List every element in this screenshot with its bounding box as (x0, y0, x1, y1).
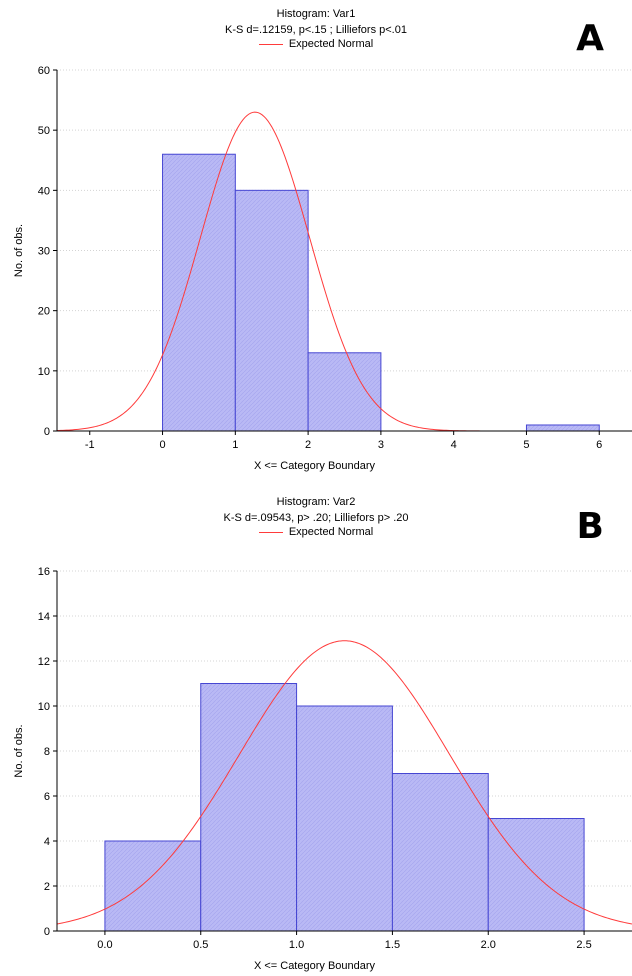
y-tick: 16 (38, 566, 57, 578)
histogram-panel-a: Histogram: Var1 K-S d=.12159, p<.15 ; Li… (0, 8, 632, 472)
panel-label: A (576, 18, 604, 59)
y-tick: 12 (38, 656, 57, 668)
x-tick: 2.0 (481, 931, 496, 951)
x-tick: 2 (305, 431, 311, 451)
histogram-bar (307, 352, 382, 432)
histogram-plot-b: 0 2 4 6 8 10 12 14 16 0.0 0.5 1.0 1.5 2.0 2.5 X <= Cate… (13, 566, 632, 972)
y-tick: 40 (38, 185, 57, 197)
chart-subtitle: K-S d=.09543, p> .20; Lilliefors p> .20 (223, 512, 409, 524)
y-tick-label: 40 (38, 185, 50, 197)
y-tick: 0 (44, 926, 57, 938)
x-tick-label: 1 (232, 439, 238, 451)
x-tick-label: 2.5 (576, 939, 591, 951)
x-tick-label: 1.5 (385, 939, 400, 951)
x-tick-label: 2 (305, 439, 311, 451)
y-tick-label: 4 (44, 836, 50, 848)
histogram-bar (296, 705, 393, 932)
x-tick-label: 2.0 (481, 939, 496, 951)
histogram-bar (200, 683, 298, 932)
x-tick-label: 6 (596, 439, 602, 451)
y-tick: 4 (44, 836, 57, 848)
x-tick-label: 1.0 (289, 939, 304, 951)
y-tick-label: 0 (44, 926, 50, 938)
x-tick: 0.0 (97, 931, 113, 951)
x-tick: 4 (451, 431, 457, 451)
y-tick-label: 10 (38, 366, 50, 378)
x-tick: 2.5 (576, 931, 592, 951)
y-tick: 10 (38, 366, 57, 378)
y-tick-label: 14 (38, 611, 50, 623)
chart-title: Histogram: Var2 (276, 496, 356, 508)
y-axis-label: No. of obs. (13, 224, 25, 277)
y-tick: 50 (38, 125, 57, 137)
y-tick: 2 (44, 881, 57, 893)
histogram-panel-b: Histogram: Var2 K-S d=.09543, p> .20; Li… (0, 488, 632, 976)
x-tick: 3 (378, 431, 384, 451)
histogram-bar (104, 840, 202, 932)
y-tick: 8 (44, 746, 57, 758)
x-tick: 6 (596, 431, 602, 451)
x-tick-label: 5 (523, 439, 529, 451)
y-tick-label: 50 (38, 125, 50, 137)
histogram-bar (391, 773, 489, 932)
chart-title: Histogram: Var1 (276, 8, 356, 20)
x-tick-label: 3 (378, 439, 384, 451)
histogram-bar (234, 189, 309, 432)
x-tick-label: 0.0 (97, 939, 112, 951)
histogram-bar (525, 424, 600, 432)
x-axis-label: X <= Category Boundary (254, 460, 376, 472)
y-tick-label: 6 (44, 791, 50, 803)
x-tick-label: 4 (451, 439, 457, 451)
panel-label: B (576, 506, 604, 547)
y-tick-label: 16 (38, 566, 50, 578)
x-tick: 1.0 (289, 931, 304, 951)
y-tick-label: 10 (38, 701, 50, 713)
y-tick: 14 (38, 611, 57, 623)
y-tick-label: 60 (38, 65, 50, 77)
chart-legend: Expected Normal (0, 526, 632, 538)
y-tick: 0 (44, 426, 57, 438)
legend-line-swatch (258, 531, 283, 533)
y-tick: 6 (44, 791, 57, 803)
y-tick-label: 20 (38, 306, 50, 318)
bars (104, 683, 585, 932)
legend-label: Expected Normal (288, 526, 374, 538)
bars (162, 153, 600, 432)
y-tick-label: 30 (38, 246, 50, 258)
x-tick: 0 (159, 431, 166, 451)
legend-line-swatch (258, 43, 283, 45)
y-tick-label: 8 (44, 746, 50, 758)
histogram-plot-a: 0 10 20 30 40 50 60 -1 0 1 2 3 4 5 6 X <= Category Boun… (13, 65, 632, 472)
x-tick-label: 0 (159, 439, 165, 451)
y-axis-label: No. of obs. (13, 724, 25, 777)
x-tick-label: 0.5 (193, 939, 208, 951)
expected-normal-curve (56, 640, 632, 925)
x-tick-label: -1 (85, 439, 95, 451)
histogram-bar (162, 153, 236, 432)
y-tick: 30 (38, 246, 57, 258)
y-tick: 10 (38, 701, 57, 713)
legend-label: Expected Normal (288, 38, 374, 50)
y-tick-label: 12 (38, 656, 50, 668)
y-tick-label: 0 (44, 426, 50, 438)
chart-legend: Expected Normal (0, 38, 632, 50)
x-tick: -1 (85, 431, 95, 451)
y-tick: 20 (38, 306, 57, 318)
chart-subtitle: K-S d=.12159, p<.15 ; Lilliefors p<.01 (225, 24, 407, 36)
x-tick: 1.5 (385, 931, 400, 951)
x-tick: 1 (232, 431, 238, 451)
y-tick-label: 2 (44, 881, 50, 893)
x-tick: 0.5 (193, 931, 208, 951)
y-tick: 60 (38, 65, 57, 77)
x-tick: 5 (523, 431, 530, 451)
x-axis-label: X <= Category Boundary (254, 960, 376, 972)
